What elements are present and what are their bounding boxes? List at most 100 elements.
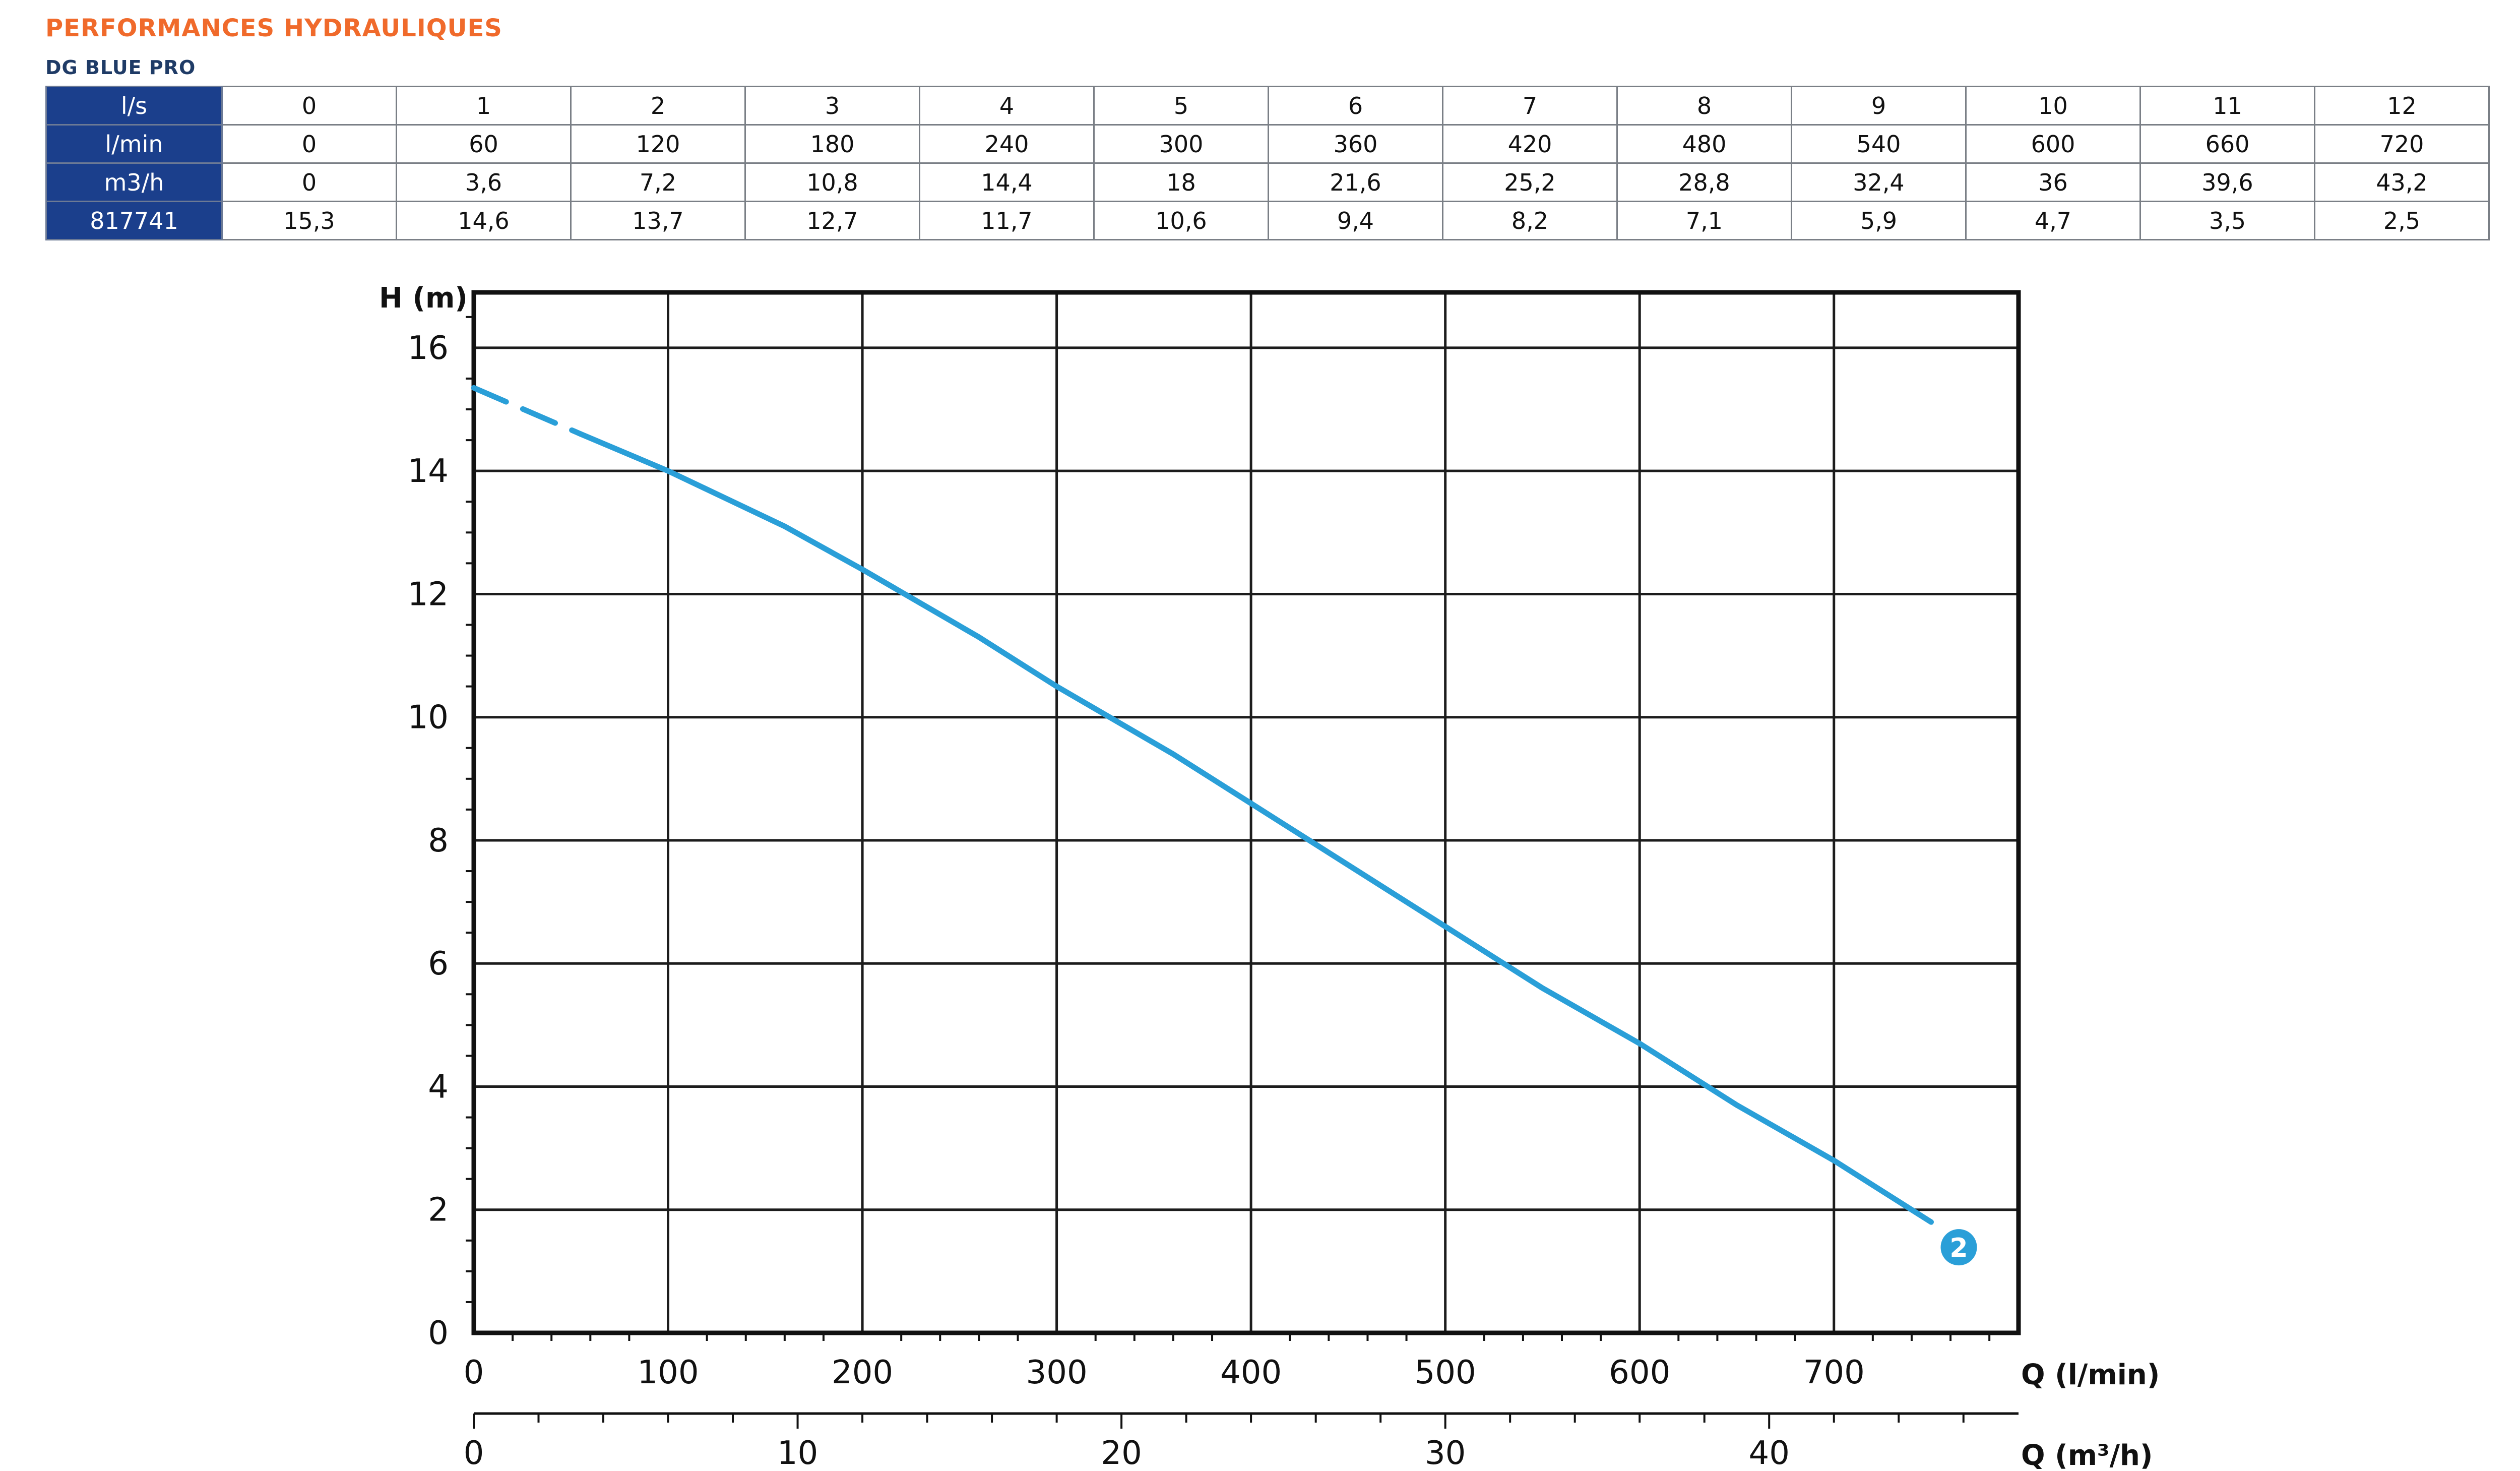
table-cell: 5,9 [1791, 201, 1967, 240]
table-cell: 3 [744, 86, 920, 126]
data-point [580, 433, 582, 435]
row-header: 817741 [45, 201, 223, 240]
y-axis-label: H (m) [379, 282, 468, 315]
table-cell: 9 [1791, 86, 1967, 126]
data-point [1735, 1104, 1738, 1107]
data-point [1172, 753, 1174, 755]
table-cell: 0 [221, 124, 397, 164]
table-cell: 15,3 [221, 201, 397, 240]
table-cell: 600 [1965, 124, 2141, 164]
data-point [1444, 925, 1446, 928]
table-cell: 3,5 [2139, 201, 2315, 240]
y-tick-label: 12 [408, 576, 449, 613]
table-cell: 60 [396, 124, 572, 164]
table-cell: 4,7 [1965, 201, 2141, 240]
data-point [1930, 1221, 1932, 1223]
y-tick-label: 4 [428, 1068, 449, 1106]
table-cell: 0 [221, 86, 397, 126]
table-cell: 2 [570, 86, 746, 126]
table-cell: 9,4 [1268, 201, 1443, 240]
data-point [978, 636, 980, 638]
table-cell: 12,7 [744, 201, 920, 240]
table-cell: 25,2 [1442, 162, 1618, 202]
table-cell: 21,6 [1268, 162, 1443, 202]
data-point [1055, 685, 1058, 688]
table-row: m3/h 0 3,6 7,2 10,8 14,4 18 21,6 25,2 28,8 32,4 36 3… [45, 162, 2490, 202]
x-tick-label: 600 [1609, 1354, 1670, 1391]
table-cell: 0 [221, 162, 397, 202]
table-row: l/min 0 60 120 180 240 300 360 420 480 540 600 660 72… [45, 124, 2490, 164]
data-point [1250, 802, 1252, 805]
table-cell: 13,7 [570, 201, 746, 240]
table-row: l/s 0 1 2 3 4 5 6 7 8 9 10 11 12 [45, 86, 2490, 126]
table-cell: 7,1 [1616, 201, 1792, 240]
x-tick-label: 300 [1026, 1354, 1088, 1391]
y-tick-label: 6 [428, 945, 449, 983]
data-point [1639, 1042, 1641, 1045]
table-cell: 7 [1442, 86, 1618, 126]
series-line [578, 431, 1934, 1225]
table-cell: 11 [2139, 86, 2315, 126]
table-cell: 8 [1616, 86, 1792, 126]
series-marker-label: 2 [1949, 1233, 1968, 1263]
table-cell: 540 [1791, 124, 1967, 164]
secondary-x-tick-label: 30 [1425, 1435, 1466, 1471]
series-marker [1940, 1229, 1977, 1266]
x-tick-label: 200 [832, 1354, 893, 1391]
table-cell: 7,2 [570, 162, 746, 202]
secondary-x-tick-label: 20 [1101, 1435, 1142, 1471]
page-title: PERFORMANCES HYDRAULIQUES [45, 14, 502, 42]
series-line-dashed [471, 385, 584, 437]
x-tick-label: 100 [637, 1354, 699, 1391]
table-cell: 420 [1442, 124, 1618, 164]
table-cell: 6 [1268, 86, 1443, 126]
y-tick-label: 2 [428, 1192, 449, 1229]
performance-table: l/s 0 1 2 3 4 5 6 7 8 9 10 11 12 l/min 0 60 120 180 240 300 3… [45, 86, 2490, 240]
data-point [1347, 864, 1349, 866]
table-cell: 18 [1093, 162, 1269, 202]
table-cell: 28,8 [1616, 162, 1792, 202]
table-cell: 8,2 [1442, 201, 1618, 240]
data-point [667, 470, 669, 472]
table-cell: 300 [1093, 124, 1269, 164]
row-header: m3/h [45, 162, 223, 202]
row-header: l/s [45, 86, 223, 126]
table-cell: 32,4 [1791, 162, 1967, 202]
y-tick-label: 0 [428, 1315, 449, 1352]
y-tick-label: 8 [428, 822, 449, 860]
data-point [1833, 1159, 1835, 1162]
x-tick-label: 500 [1415, 1354, 1476, 1391]
plot-frame [471, 290, 2021, 1335]
table-cell: 240 [919, 124, 1095, 164]
secondary-x-tick-label: 0 [464, 1435, 484, 1471]
table-cell: 120 [570, 124, 746, 164]
table-cell: 10,8 [744, 162, 920, 202]
x-tick-label: 700 [1803, 1354, 1865, 1391]
table-row: 817741 15,3 14,6 13,7 12,7 11,7 10,6 9,4 8,2 7,1 5… [45, 201, 2490, 240]
table-cell: 10,6 [1093, 201, 1269, 240]
x-tick-label: 0 [464, 1354, 484, 1391]
y-tick-label: 14 [408, 453, 449, 490]
data-point [783, 525, 786, 528]
secondary-x-tick-label: 10 [777, 1435, 818, 1471]
secondary-x-tick-label: 40 [1749, 1435, 1790, 1471]
table-cell: 14,6 [396, 201, 572, 240]
row-header: l/min [45, 124, 223, 164]
secondary-x-axis-label: Q (m³/h) [2021, 1439, 2153, 1471]
table-cell: 12 [2314, 86, 2490, 126]
table-cell: 4 [919, 86, 1095, 126]
table-cell: 11,7 [919, 201, 1095, 240]
table-cell: 36 [1965, 162, 2141, 202]
table-cell: 2,5 [2314, 201, 2490, 240]
x-tick-label: 400 [1220, 1354, 1282, 1391]
table-cell: 10 [1965, 86, 2141, 126]
table-cell: 480 [1616, 124, 1792, 164]
table-cell: 1 [396, 86, 572, 126]
y-tick-label: 16 [408, 330, 449, 367]
table-cell: 14,4 [919, 162, 1095, 202]
table-cell: 720 [2314, 124, 2490, 164]
table-cell: 660 [2139, 124, 2315, 164]
data-point [1541, 987, 1544, 990]
x-axis-label: Q (l/min) [2021, 1359, 2160, 1391]
